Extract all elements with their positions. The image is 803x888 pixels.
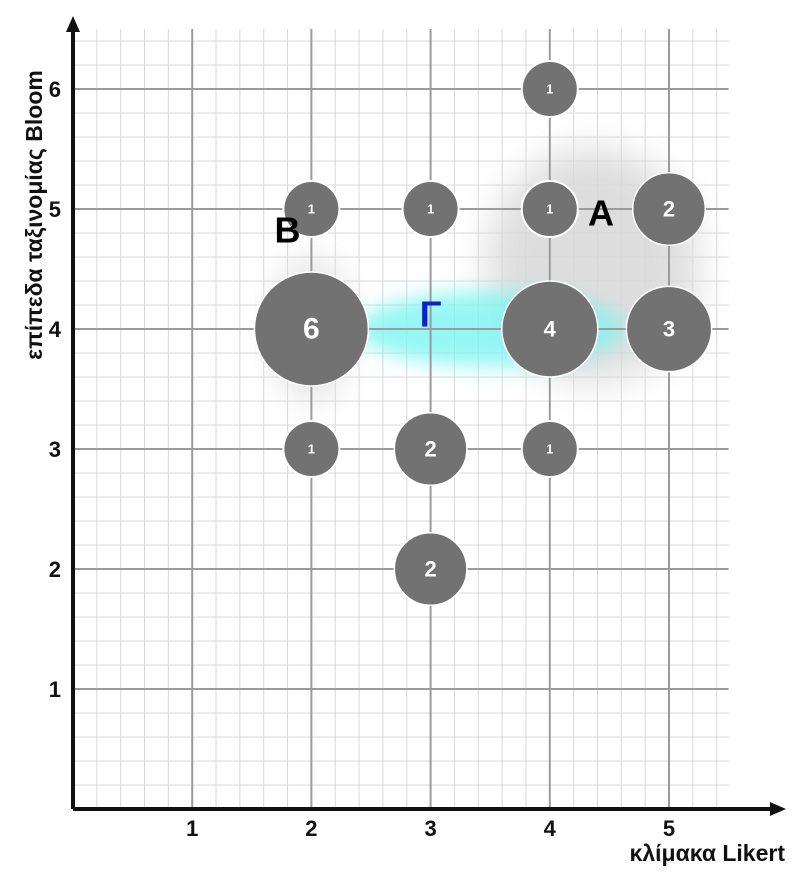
- bubble-label-1: 6: [303, 313, 320, 346]
- bubble-layer: 6 1 1 1 2 2 1 1 4 1 2 3: [253, 60, 713, 607]
- cluster-label-A: A: [588, 193, 614, 234]
- cluster-label-B: B: [275, 210, 301, 251]
- y-tick-label-4: 4: [49, 317, 62, 342]
- minor-grid: [73, 29, 729, 809]
- bubble-point-7: [520, 60, 579, 118]
- bubble-label-3: 1: [308, 442, 315, 457]
- bubble-label-4: 1: [427, 202, 434, 217]
- x-tick-label-4: 4: [544, 816, 557, 841]
- x-axis-arrow-icon: [770, 802, 786, 816]
- x-tick-label-3: 3: [424, 816, 436, 841]
- bubble-label-10: 1: [546, 442, 553, 457]
- cluster-label-layer: A B Γ: [275, 193, 614, 335]
- y-tick-label-6: 6: [49, 77, 61, 102]
- x-tick-label-1: 1: [186, 816, 198, 841]
- bubble-label-7: 1: [546, 82, 553, 97]
- y-tick-label-5: 5: [49, 197, 61, 222]
- bubble-label-9: 4: [544, 317, 557, 342]
- bubble-point-11: [631, 171, 707, 247]
- cluster-label-Γ: Γ: [420, 294, 442, 335]
- bubble-label-11: 2: [663, 197, 675, 222]
- y-axis-arrow-icon: [66, 16, 80, 32]
- bubble-point-5: [393, 411, 468, 487]
- y-tick-label-1: 1: [49, 677, 61, 702]
- bubble-label-5: 2: [424, 437, 436, 462]
- bubble-point-2: [282, 180, 341, 238]
- x-axis-label: κλίμακα Likert: [630, 840, 786, 866]
- bubble-label-12: 3: [663, 317, 675, 342]
- tick-label-layer: 1 2 3 4 5 1 2 3 4 5 6: [49, 77, 675, 841]
- axes: [66, 16, 786, 816]
- y-tick-label-3: 3: [49, 437, 61, 462]
- bubble-point-6: [393, 531, 468, 607]
- x-tick-label-5: 5: [663, 816, 675, 841]
- bubble-point-4: [401, 180, 460, 238]
- bubble-point-1: [253, 271, 370, 387]
- bubble-label-2: 1: [308, 202, 315, 217]
- bubble-point-10: [520, 420, 579, 478]
- x-tick-label-2: 2: [305, 816, 317, 841]
- y-tick-label-2: 2: [49, 557, 61, 582]
- bubble-point-12: [625, 285, 713, 373]
- y-axis-label: επίπεδα ταξινομίας Bloom: [21, 70, 47, 360]
- bubble-point-8: [520, 180, 579, 238]
- bubble-point-9: [501, 280, 599, 378]
- bubble-label-8: 1: [546, 202, 553, 217]
- bubble-label-6: 2: [424, 557, 436, 582]
- major-grid: [73, 29, 729, 809]
- bubble-point-3: [282, 420, 341, 478]
